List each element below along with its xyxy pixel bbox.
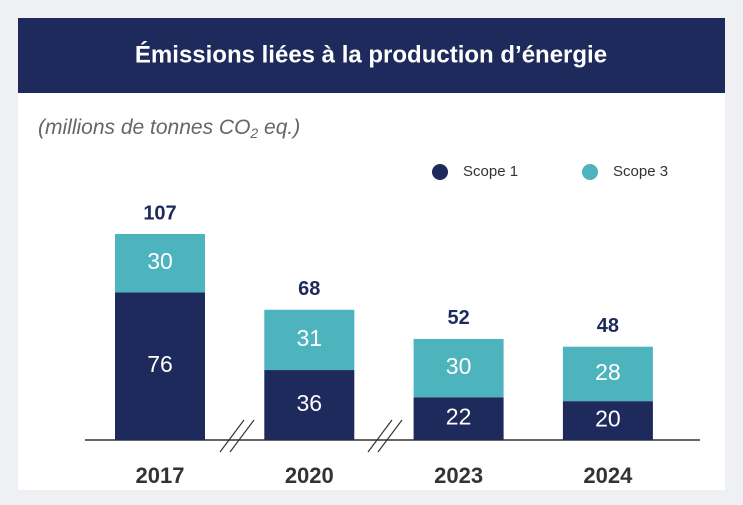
value-label: 30: [147, 248, 173, 274]
value-label: 31: [297, 325, 323, 351]
bar-segment: [264, 309, 355, 371]
legend-label: Scope 1: [463, 163, 518, 180]
total-label: 107: [143, 202, 176, 224]
bar-segment: [264, 370, 355, 440]
value-label: 30: [446, 353, 472, 379]
chart-title: Émissions liées à la production d’énergi…: [135, 40, 607, 68]
bar-segment: [413, 397, 504, 440]
bar-segment: [413, 338, 504, 398]
x-tick-label: 2024: [583, 463, 633, 488]
value-label: 36: [297, 390, 323, 416]
x-tick-label: 2017: [136, 463, 185, 488]
bar-segment: [562, 346, 653, 402]
total-label: 48: [597, 315, 619, 337]
total-label: 52: [447, 307, 469, 329]
subtitle: (millions de tonnes CO2 eq.): [38, 116, 300, 141]
x-tick-label: 2023: [434, 463, 483, 488]
legend-label: Scope 3: [613, 163, 668, 180]
bar-segment: [562, 401, 653, 440]
x-tick-label: 2020: [285, 463, 334, 488]
value-label: 28: [595, 359, 621, 385]
bar-segment: [115, 292, 205, 440]
value-label: 22: [446, 404, 472, 430]
legend-swatch: [582, 164, 598, 180]
total-label: 68: [298, 278, 320, 300]
axis-break: [219, 419, 403, 453]
value-label: 20: [595, 406, 621, 432]
header: [18, 18, 725, 93]
bar-segment: [115, 234, 205, 293]
legend-swatch: [432, 164, 448, 180]
value-label: 76: [147, 351, 173, 377]
